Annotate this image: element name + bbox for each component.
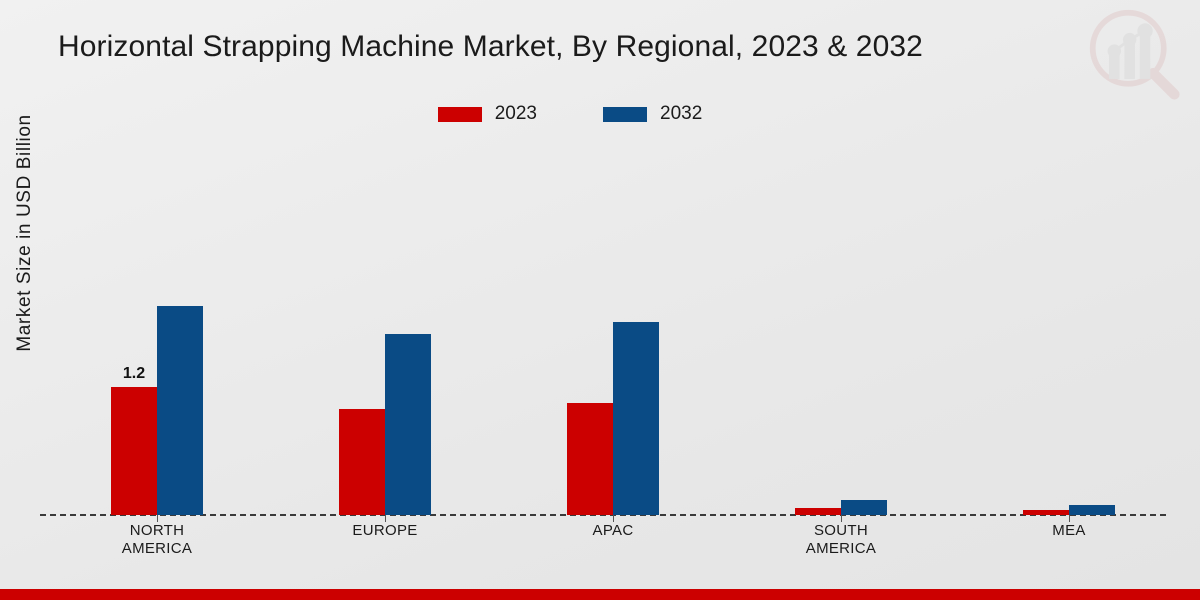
bar-mea-2023[interactable]: [1023, 510, 1069, 515]
bar-apac-2032[interactable]: [613, 322, 659, 515]
category-label-apac-line1: APAC: [592, 522, 634, 539]
tick-apac: [613, 515, 614, 522]
category-label-mea: MEA: [969, 522, 1169, 540]
bar-group-north-america: 1.2: [107, 215, 207, 515]
bar-north-america-2023[interactable]: [111, 387, 157, 515]
bar-wrap-mea-2023[interactable]: [1023, 215, 1069, 515]
bar-south-america-2023[interactable]: [795, 508, 841, 515]
bar-wrap-north-america-2032[interactable]: [157, 215, 203, 515]
tick-north-america: [157, 515, 158, 522]
tick-mea: [1069, 515, 1070, 522]
chart-title: Horizontal Strapping Machine Market, By …: [58, 30, 923, 63]
tick-europe: [385, 515, 386, 522]
bar-group-south-america: [791, 215, 891, 515]
chart-legend: 2023 2032: [0, 103, 1200, 125]
category-label-europe-line1: EUROPE: [352, 522, 418, 539]
category-label-apac: APAC: [513, 522, 713, 540]
category-label-south-america: SOUTH AMERICA: [741, 522, 941, 558]
legend-label-2023: 2023: [494, 103, 537, 124]
legend-swatch-2023: [437, 106, 482, 122]
bar-group-apac: [563, 215, 663, 515]
category-label-mea-line1: MEA: [1052, 522, 1086, 539]
bar-north-america-2032[interactable]: [157, 306, 203, 515]
category-label-north-america-line1: NORTH: [129, 522, 185, 539]
bar-europe-2023[interactable]: [339, 409, 385, 515]
legend-label-2032: 2032: [660, 103, 703, 124]
bar-group-mea: [1019, 215, 1119, 515]
bar-apac-2023[interactable]: [567, 403, 613, 515]
bar-wrap-europe-2023[interactable]: [339, 215, 385, 515]
bar-wrap-mea-2032[interactable]: [1069, 215, 1115, 515]
bar-europe-2032[interactable]: [385, 334, 431, 515]
category-label-north-america-line2: AMERICA: [121, 540, 193, 557]
bar-wrap-apac-2023[interactable]: [567, 215, 613, 515]
bar-mea-2032[interactable]: [1069, 505, 1115, 515]
bar-wrap-europe-2032[interactable]: [385, 215, 431, 515]
category-label-south-america-line1: SOUTH: [814, 522, 868, 539]
legend-item-2032[interactable]: 2032: [603, 103, 702, 125]
category-label-south-america-line2: AMERICA: [805, 540, 877, 557]
legend-item-2023[interactable]: 2023: [437, 103, 537, 125]
bar-wrap-south-america-2023[interactable]: [795, 215, 841, 515]
category-label-north-america: NORTH AMERICA: [57, 522, 257, 558]
bar-value-north-america-2023: 1.2: [122, 365, 146, 382]
legend-swatch-2032: [603, 106, 647, 122]
category-label-europe: EUROPE: [285, 522, 485, 540]
bar-wrap-apac-2032[interactable]: [613, 215, 659, 515]
bar-south-america-2032[interactable]: [841, 500, 887, 515]
footer-accent-bar: [0, 589, 1200, 600]
bar-group-europe: [335, 215, 435, 515]
bar-wrap-north-america-2023[interactable]: 1.2: [111, 215, 157, 515]
x-axis-baseline: [40, 514, 1166, 516]
bar-wrap-south-america-2032[interactable]: [841, 215, 887, 515]
tick-south-america: [841, 515, 842, 522]
